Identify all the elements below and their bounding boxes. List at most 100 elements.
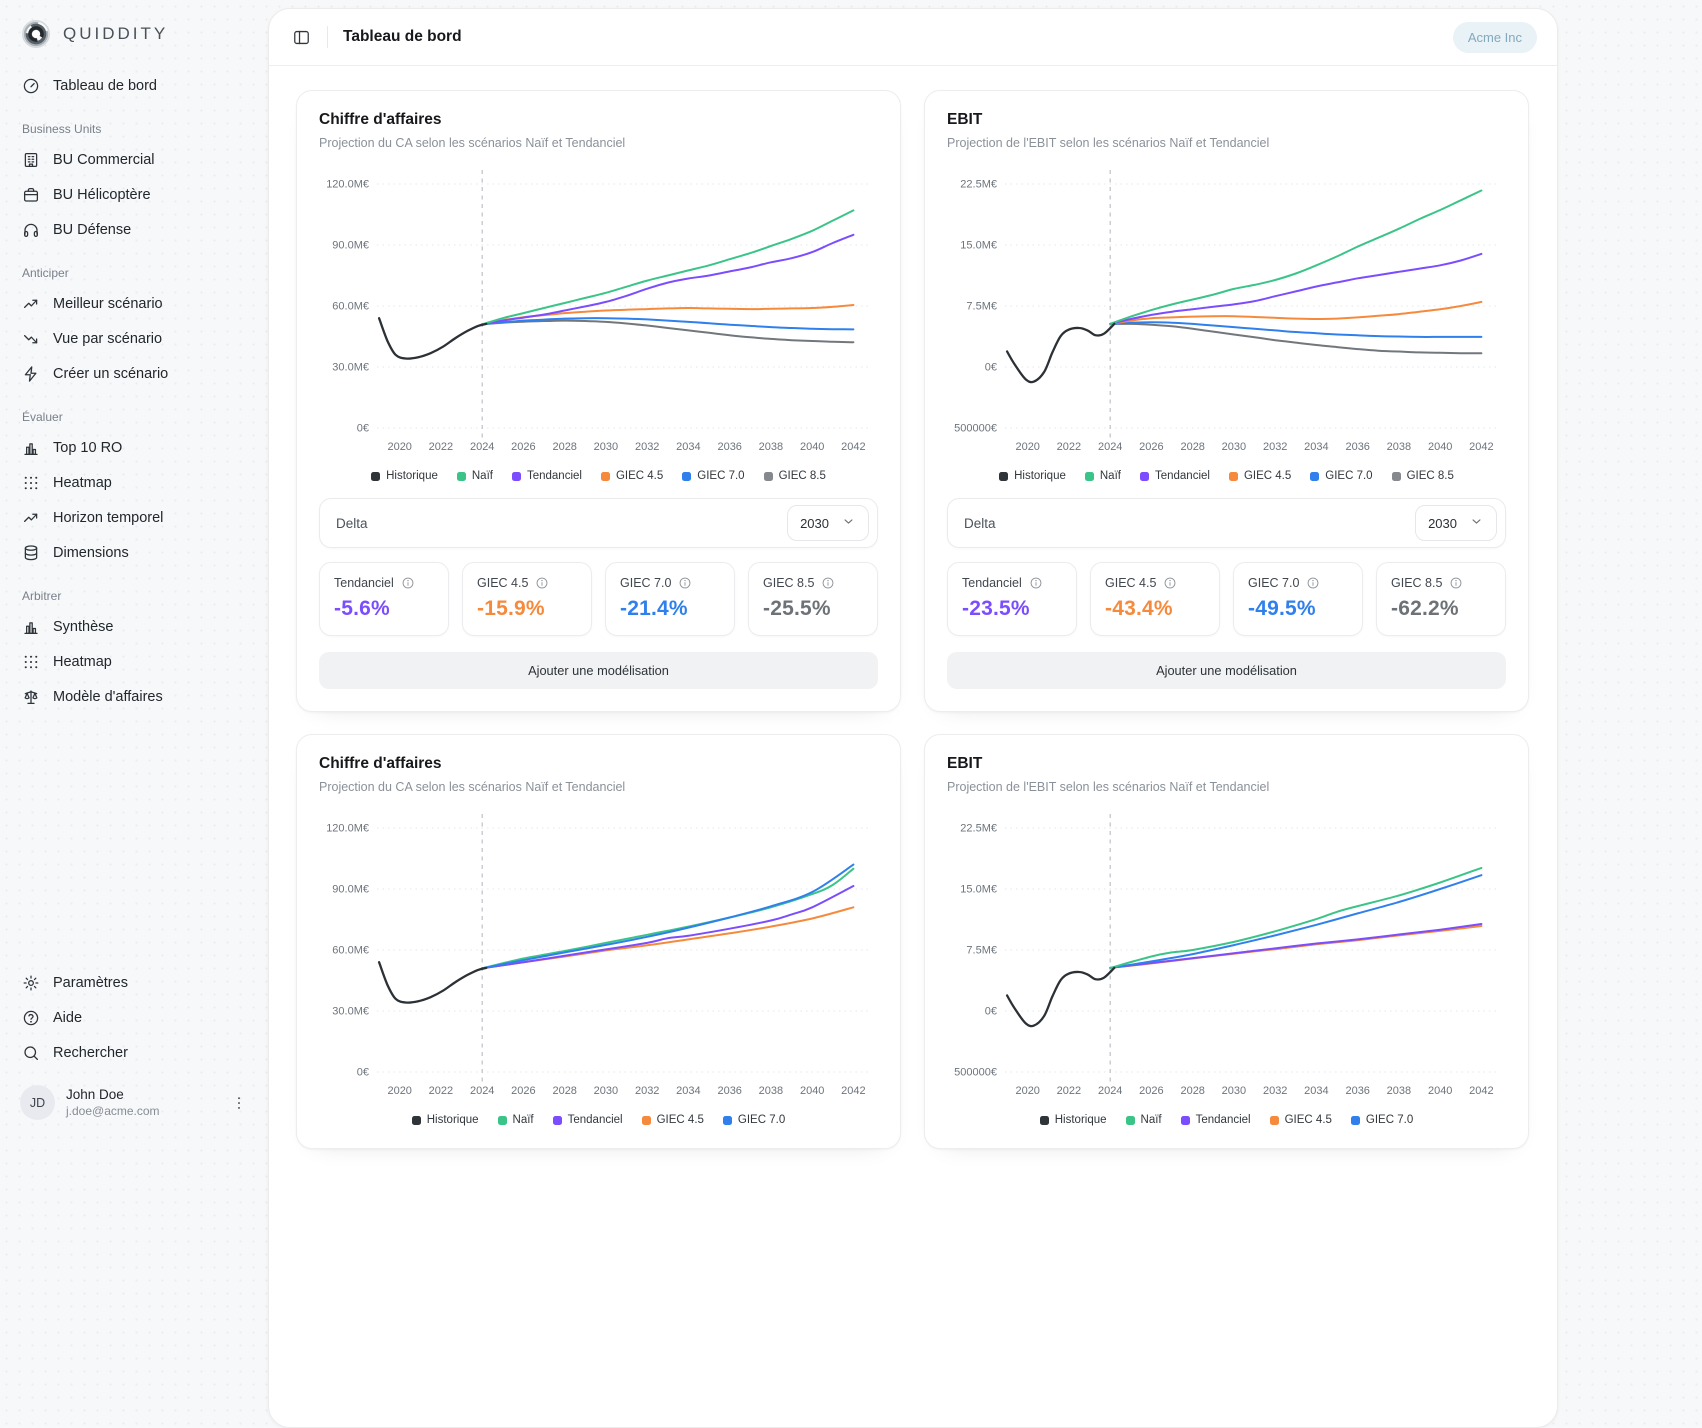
user-menu[interactable]: JD John Doe j.doe@acme.com [0,1073,268,1136]
ebit-line-chart: 500000€ 0€ 7.5M€ 15.0M€ 22.5M€ 2020 2022 2024 20… [954,814,1500,1097]
sidebar-item-label: Vue par scénario [53,331,163,347]
year-select-value: 2030 [800,515,829,531]
legend-item[interactable]: Tendanciel [1180,1114,1251,1126]
legend-item[interactable]: GIEC 7.0 [722,1114,785,1126]
sidebar-item-heatmap[interactable]: Heatmap [8,645,260,679]
info-icon[interactable] [821,576,835,590]
org-badge[interactable]: Acme Inc [1452,21,1537,53]
chevron-down-icon [1472,519,1481,524]
legend-swatch [641,1115,651,1125]
sidebar-item-bu-helicoptere[interactable]: BU Hélicoptère [8,178,260,212]
stat-card: GIEC 7.0 -21.4% [605,562,735,636]
svg-text:2026: 2026 [511,441,535,453]
sidebar-item-vue-par-scenario[interactable]: Vue par scénario [8,322,260,356]
sidebar-item-meilleur-scenario[interactable]: Meilleur scénario [8,287,260,321]
sidebar-item-bu-commercial[interactable]: BU Commercial [8,143,260,177]
sidebar-item-dimensions[interactable]: Dimensions [8,536,260,570]
legend-item[interactable]: Historique [999,470,1066,482]
legend-item[interactable]: Tendanciel [552,1114,623,1126]
legend-item[interactable]: Naïf [497,1114,534,1126]
legend-item[interactable]: Historique [371,470,438,482]
stat-label: GIEC 8.5 [1391,576,1443,590]
sidebar-item-creer-un-scenario[interactable]: Créer un scénario [8,357,260,391]
stat-value: -15.9% [477,597,545,620]
legend-item[interactable]: Naïf [1084,470,1121,482]
legend-item[interactable]: GIEC 7.0 [1350,1114,1413,1126]
legend-swatch [722,1115,732,1125]
info-icon[interactable] [1163,576,1177,590]
svg-text:2034: 2034 [1304,441,1328,453]
year-select[interactable]: 2030 [787,505,869,541]
sidebar-item-modele-d-affaires[interactable]: Modèle d'affaires [8,680,260,714]
trending-down-icon [23,334,38,344]
svg-text:2030: 2030 [594,441,618,453]
kebab-menu-icon[interactable] [230,1094,248,1112]
info-icon[interactable] [678,576,692,590]
sidebar-item-top-10-ro[interactable]: Top 10 RO [8,431,260,465]
legend-item[interactable]: GIEC 4.5 [1269,1114,1332,1126]
legend-item[interactable]: GIEC 7.0 [682,470,745,482]
quiddity-logo [22,20,50,48]
legend-item[interactable]: GIEC 4.5 [600,470,664,482]
info-icon[interactable] [1449,576,1463,590]
legend-label: Tendanciel [567,1114,623,1126]
add-model-button[interactable]: Ajouter une modélisation [319,652,878,689]
svg-text:90.0M€: 90.0M€ [332,240,369,252]
info-icon[interactable] [821,576,835,590]
legend-item[interactable]: GIEC 8.5 [763,470,826,482]
info-icon[interactable] [401,576,415,590]
legend-item[interactable]: Naïf [1125,1114,1162,1126]
stat-value: -25.5% [763,597,831,620]
sidebar-toggle-button[interactable] [287,23,316,52]
database-icon [24,545,38,561]
sidebar-item-bu-defense[interactable]: BU Défense [8,213,260,247]
search-icon [24,1046,39,1061]
legend-item[interactable]: Naïf [456,470,493,482]
kebab-icon[interactable] [230,1094,248,1112]
info-icon[interactable] [1163,576,1177,590]
legend-item[interactable]: GIEC 8.5 [1391,470,1454,482]
svg-text:500000€: 500000€ [954,423,997,435]
sidebar-item-horizon-temporel[interactable]: Horizon temporel [8,501,260,535]
svg-text:2034: 2034 [676,1085,700,1097]
stats-row: Tendanciel -5.6% GIEC 4.5 -15.9% GIEC 7.… [319,562,878,636]
year-select[interactable]: 2030 [1415,505,1497,541]
sidebar-item-parametres[interactable]: Paramètres [8,966,260,1000]
legend-label: GIEC 4.5 [656,1114,704,1126]
info-icon[interactable] [1306,576,1320,590]
legend-item[interactable]: GIEC 7.0 [1310,470,1373,482]
legend-item[interactable]: Historique [1039,1114,1107,1126]
svg-text:2022: 2022 [1057,1085,1081,1097]
card-subtitle: Projection du CA selon les scénarios Naï… [319,780,626,794]
info-icon[interactable] [1029,576,1043,590]
info-icon[interactable] [1029,576,1043,590]
svg-text:2036: 2036 [1345,441,1369,453]
info-icon[interactable] [678,576,692,590]
legend-item[interactable]: Tendanciel [511,470,582,482]
legend-item[interactable]: GIEC 4.5 [1228,470,1291,482]
legend-item[interactable]: GIEC 4.5 [641,1114,704,1126]
sidebar-section-title: Arbitrer [22,589,62,603]
info-icon[interactable] [535,576,549,590]
svg-text:30.0M€: 30.0M€ [332,1006,369,1018]
svg-text:2030: 2030 [1222,1085,1246,1097]
sidebar-item-tableau-de-bord[interactable]: Tableau de bord [8,69,260,103]
headphones-icon [23,223,39,238]
sidebar-item-label: Rechercher [53,1045,128,1061]
info-icon[interactable] [535,576,549,590]
legend-swatch [1125,1115,1135,1125]
info-icon[interactable] [401,576,415,590]
sidebar-item-label: Heatmap [53,475,112,491]
add-model-button[interactable]: Ajouter une modélisation [947,652,1506,689]
dashboard-icon [23,78,39,94]
sidebar-item-rechercher[interactable]: Rechercher [8,1036,260,1070]
info-icon[interactable] [1306,576,1320,590]
svg-text:2038: 2038 [1387,441,1411,453]
legend-label: GIEC 4.5 [615,470,664,482]
legend-item[interactable]: Historique [411,1114,479,1126]
sidebar-item-heatmap[interactable]: Heatmap [8,466,260,500]
info-icon[interactable] [1449,576,1463,590]
legend-item[interactable]: Tendanciel [1139,470,1210,482]
sidebar-item-synthese[interactable]: Synthèse [8,610,260,644]
sidebar-item-aide[interactable]: Aide [8,1001,260,1035]
